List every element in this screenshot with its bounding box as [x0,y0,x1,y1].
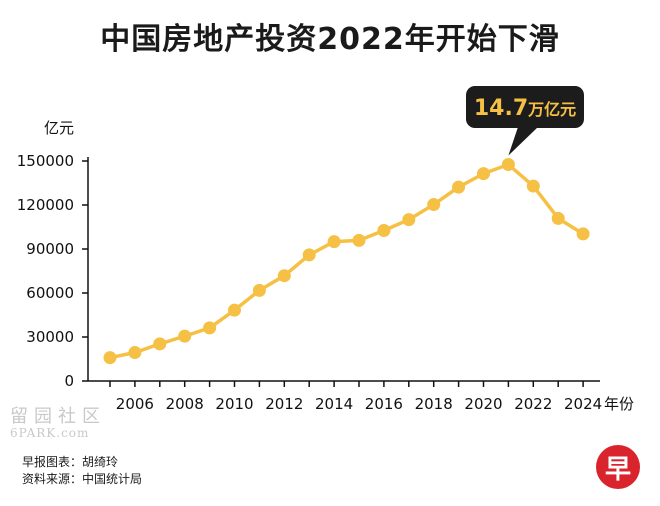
data-point [178,329,192,343]
data-point [153,337,167,351]
callout-value: 14.7 [474,96,528,121]
x-tick-label: 2024 [564,395,602,413]
watermark-bottom: 6PARK.com [10,426,90,440]
credit-author: 早报图表：胡绮玲 [22,455,119,469]
x-tick-label: 2022 [514,395,552,413]
x-tick-label: 2020 [464,395,502,413]
x-tick-label: 2008 [166,395,204,413]
data-point [203,321,217,335]
zaobao-logo: 早 [596,445,640,489]
y-tick-label: 60000 [26,284,74,302]
x-tick-label: 2006 [116,395,154,413]
data-point [128,346,142,360]
data-point [302,248,316,262]
y-tick-label: 120000 [17,196,74,214]
watermark: 留园社区 6PARK.com [10,402,106,440]
x-tick-label: 2012 [265,395,303,413]
x-tick-label: 2016 [365,395,403,413]
peak-callout: 14.7万亿元 [466,86,584,156]
data-point [526,179,540,193]
y-axis-unit: 亿元 [44,119,74,137]
chart-title: 中国房地产投资2022年开始下滑 [100,22,560,57]
series-line-group [103,158,590,365]
callout-pointer [508,127,538,156]
data-point [551,211,565,225]
data-point [576,227,590,241]
credits: 早报图表：胡绮玲 资料来源：中国统计局 [22,454,142,488]
data-point [477,167,490,181]
data-point [501,158,515,172]
y-tick-label: 0 [64,372,74,390]
x-axis-unit: 年份 [604,395,634,413]
callout-text: 14.7万亿元 [474,96,576,121]
chart-axes: 0 30000 60000 90000 120000 150000 亿元 2006 2008 20… [17,119,634,413]
data-point [377,224,391,238]
callout-box [466,86,584,128]
data-point [228,303,241,317]
watermark-top: 留园社区 [10,406,106,427]
data-point [427,198,441,212]
callout-unit: 万亿元 [527,100,576,119]
y-tick-label: 90000 [26,240,74,258]
credit-source: 资料来源：中国统计局 [22,472,143,486]
x-tick-label: 2018 [415,395,453,413]
data-point [252,283,266,297]
data-point [402,213,416,227]
y-tick-label: 150000 [17,152,74,170]
data-point [352,233,366,247]
data-point [327,235,341,249]
x-tick-label: 2010 [215,395,253,413]
data-point [103,351,117,365]
x-tick-label: 2014 [315,395,353,413]
y-tick-label: 30000 [26,328,74,346]
data-point [452,180,466,194]
series-line [109,162,585,360]
data-point [277,269,291,283]
